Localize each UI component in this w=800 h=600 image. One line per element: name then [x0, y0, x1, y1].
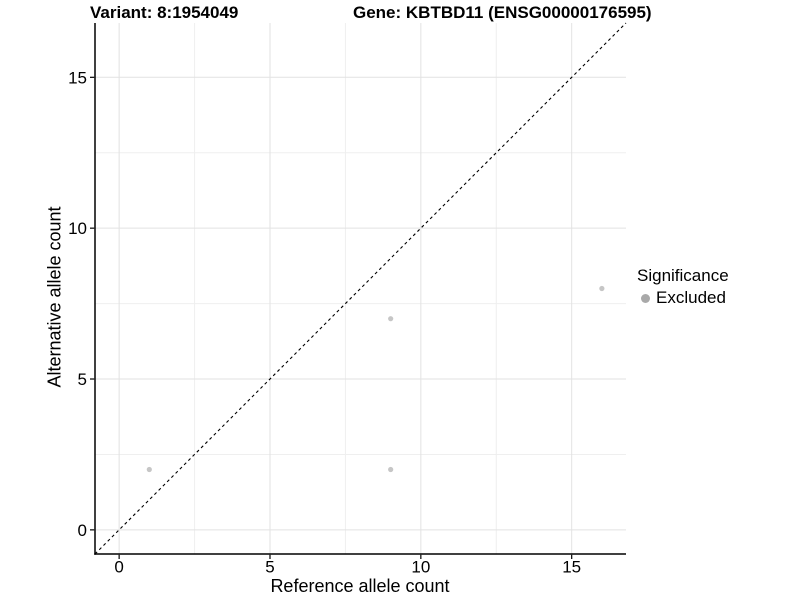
- y-tick-label: 0: [78, 521, 87, 540]
- variant-title: Variant: 8:1954049: [90, 3, 239, 22]
- y-tick-label: 10: [68, 219, 87, 238]
- legend-item-excluded: Excluded: [637, 288, 729, 308]
- x-tick-label: 15: [562, 558, 581, 577]
- y-axis-label: Alternative allele count: [44, 206, 65, 388]
- legend: Significance Excluded: [637, 266, 729, 308]
- x-tick-label: 5: [265, 558, 274, 577]
- legend-title: Significance: [637, 266, 729, 285]
- data-point: [388, 466, 394, 473]
- x-tick-label: 10: [411, 558, 430, 577]
- identity-line: [94, 22, 627, 555]
- legend-item-label: Excluded: [656, 288, 726, 307]
- data-point: [599, 285, 605, 292]
- y-tick-label: 15: [68, 68, 87, 87]
- data-point: [146, 466, 152, 473]
- data-point: [388, 316, 394, 322]
- y-tick-label: 5: [78, 370, 87, 389]
- gene-title: Gene: KBTBD11 (ENSG00000176595): [353, 3, 652, 22]
- x-axis-label: Reference allele count: [270, 576, 450, 596]
- x-tick-label: 0: [114, 558, 123, 577]
- legend-key-dot: [641, 293, 650, 303]
